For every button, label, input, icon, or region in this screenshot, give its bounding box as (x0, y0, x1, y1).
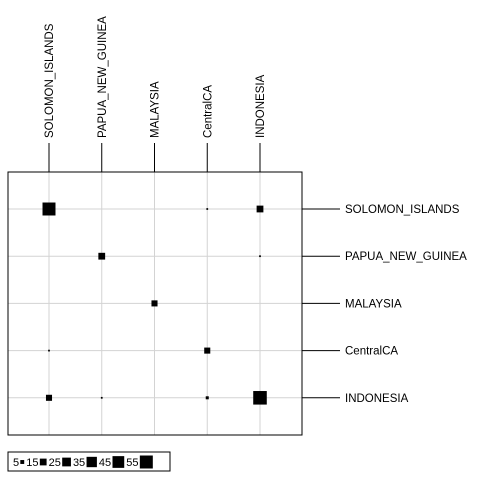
legend-label: 5 (13, 457, 19, 469)
axis-lines (48, 143, 340, 399)
legend-swatch (139, 455, 153, 469)
data-marker (205, 396, 209, 400)
data-marker (42, 202, 56, 216)
legend-label: 35 (73, 457, 85, 469)
data-marker (100, 396, 103, 399)
legend-swatch (62, 457, 71, 467)
column-label: INDONESIA (255, 74, 267, 138)
column-label: SOLOMON_ISLANDS (44, 23, 56, 138)
legend-label: 45 (99, 457, 111, 469)
data-marker (204, 347, 211, 354)
data-marker (256, 205, 264, 213)
data-marker (45, 394, 53, 401)
column-label: MALAYSIA (150, 81, 162, 138)
legend-label: 25 (49, 457, 61, 469)
data-marker (48, 349, 50, 352)
row-label: SOLOMON_ISLANDS (345, 204, 460, 216)
legend-box (7, 451, 171, 472)
data-marker (253, 391, 267, 405)
legend-swatch (20, 460, 25, 464)
size-legend: 5 15 25 35 45 55 (7, 451, 171, 472)
row-label: PAPUA_NEW_GUINEA (345, 251, 467, 263)
data-marker (259, 255, 261, 258)
row-labels: SOLOMON_ISLANDS PAPUA_NEW_GUINEA MALAYSIA C… (345, 204, 467, 405)
column-label: CentralCA (202, 85, 214, 138)
legend-swatch (112, 456, 125, 468)
legend-swatch (39, 458, 47, 466)
row-label: INDONESIA (345, 393, 409, 405)
legend-label: 55 (126, 457, 138, 469)
column-label: PAPUA_NEW_GUINEA (97, 16, 109, 138)
row-label: CentralCA (345, 346, 398, 358)
legend-swatch (86, 456, 97, 468)
legend-label: 15 (26, 457, 38, 469)
row-label: MALAYSIA (345, 298, 402, 310)
data-marker (151, 300, 158, 307)
data-markers (42, 202, 267, 405)
grid-lines (8, 172, 302, 435)
data-marker (206, 208, 209, 210)
column-labels: SOLOMON_ISLANDS PAPUA_NEW_GUINEA MALAYSIA C… (44, 16, 267, 138)
data-marker (98, 252, 106, 260)
